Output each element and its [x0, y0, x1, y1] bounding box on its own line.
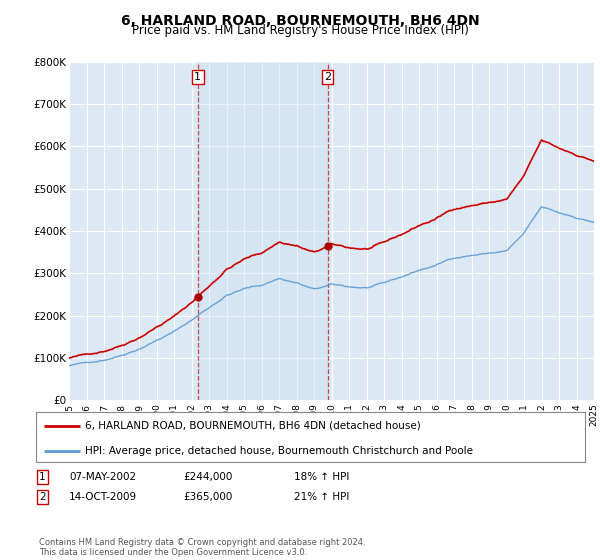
Text: 6, HARLAND ROAD, BOURNEMOUTH, BH6 4DN: 6, HARLAND ROAD, BOURNEMOUTH, BH6 4DN: [121, 14, 479, 28]
Text: 21% ↑ HPI: 21% ↑ HPI: [294, 492, 349, 502]
Text: £244,000: £244,000: [183, 472, 232, 482]
Bar: [198, 62, 328, 400]
Text: 07-MAY-2002: 07-MAY-2002: [69, 472, 136, 482]
Text: 6, HARLAND ROAD, BOURNEMOUTH, BH6 4DN (detached house): 6, HARLAND ROAD, BOURNEMOUTH, BH6 4DN (d…: [85, 421, 421, 431]
Text: 2: 2: [39, 492, 46, 502]
Text: 1: 1: [194, 72, 201, 82]
Text: 2: 2: [324, 72, 331, 82]
Text: Price paid vs. HM Land Registry's House Price Index (HPI): Price paid vs. HM Land Registry's House …: [131, 24, 469, 37]
Text: 1: 1: [39, 472, 46, 482]
Text: £365,000: £365,000: [183, 492, 232, 502]
Text: 18% ↑ HPI: 18% ↑ HPI: [294, 472, 349, 482]
Text: Contains HM Land Registry data © Crown copyright and database right 2024.
This d: Contains HM Land Registry data © Crown c…: [39, 538, 365, 557]
Text: 14-OCT-2009: 14-OCT-2009: [69, 492, 137, 502]
Text: HPI: Average price, detached house, Bournemouth Christchurch and Poole: HPI: Average price, detached house, Bour…: [85, 446, 473, 456]
